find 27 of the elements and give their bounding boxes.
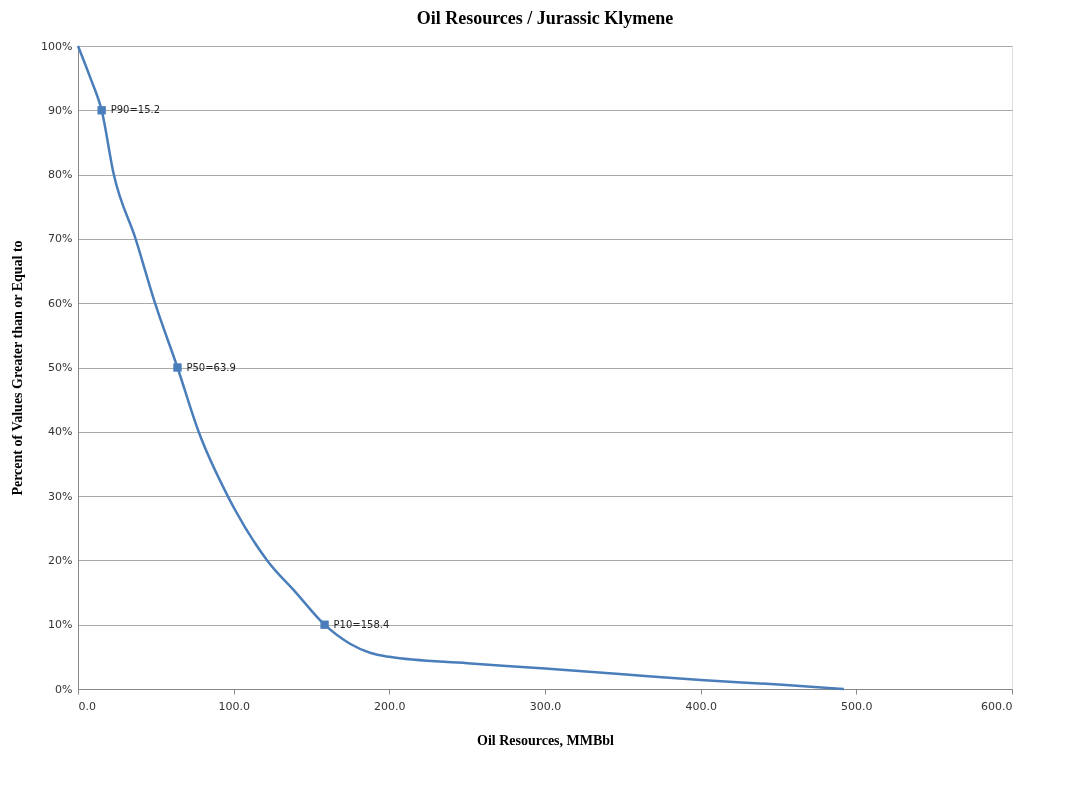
x-tick-label: 500.0 bbox=[841, 699, 873, 713]
x-tick-label: 300.0 bbox=[529, 699, 562, 713]
point bbox=[97, 106, 106, 115]
y-tick-label: 90% bbox=[48, 103, 73, 117]
point bbox=[320, 620, 329, 629]
annotation: P90=15.2 bbox=[110, 104, 161, 116]
x-tick-label: 200.0 bbox=[374, 699, 406, 713]
point bbox=[173, 363, 182, 372]
y-tick-label: 80% bbox=[48, 168, 73, 182]
y-tick-label: 40% bbox=[48, 425, 73, 439]
y-tick-label: 70% bbox=[48, 232, 73, 246]
x-tick-label: 0.0 bbox=[78, 699, 96, 713]
x-tick-label: 600.0 bbox=[981, 699, 1013, 713]
chart-title: Oil Resources / Jurassic Klymene bbox=[416, 8, 674, 28]
y-axis-title: Percent of Values Greater than or Equal to bbox=[10, 240, 26, 496]
y-tick-label: 20% bbox=[48, 553, 73, 567]
x-tick-label: 100.0 bbox=[218, 699, 250, 713]
y-tick-label: 0% bbox=[55, 682, 73, 696]
y-tick-label: 30% bbox=[48, 489, 73, 503]
x-axis-title: Oil Resources, MMBbl bbox=[476, 732, 615, 748]
y-tick-label: 10% bbox=[48, 618, 73, 632]
y-tick-label: 60% bbox=[48, 296, 73, 310]
y-tick-label: 100% bbox=[41, 39, 73, 53]
x-tick-label: 400.0 bbox=[685, 699, 717, 713]
y-tick-label: 50% bbox=[48, 361, 73, 374]
annotation: P50=63.9 bbox=[186, 361, 236, 373]
annotation: P10=158.4 bbox=[333, 618, 390, 630]
